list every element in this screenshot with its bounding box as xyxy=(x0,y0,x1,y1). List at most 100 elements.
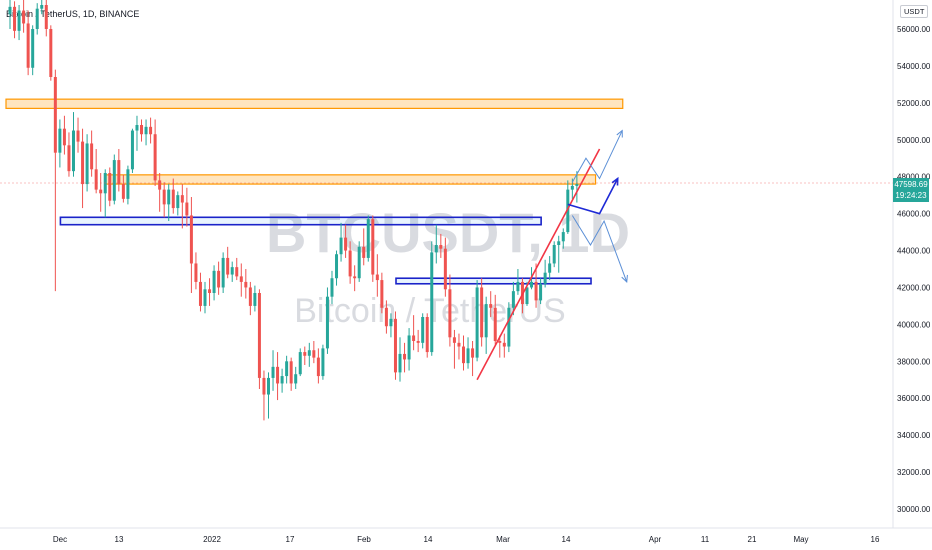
price-tick-label: 40000.00 xyxy=(897,320,931,329)
candle-body xyxy=(81,141,85,185)
candle-body xyxy=(31,29,35,68)
candle-body xyxy=(226,257,230,275)
support-zone-3[interactable] xyxy=(395,277,592,285)
candle-body xyxy=(366,219,370,258)
candle-body xyxy=(353,276,357,279)
price-tick-label: 44000.00 xyxy=(897,247,931,256)
support-zone-2[interactable] xyxy=(59,216,542,226)
price-tick-label: 52000.00 xyxy=(897,99,931,108)
candle-body xyxy=(371,219,375,275)
candle-body xyxy=(298,352,302,375)
candle-body xyxy=(484,304,488,338)
price-axis[interactable]: 30000.00 32000.00 34000.00 36000.00 38000.00… xyxy=(897,25,931,514)
candle-body xyxy=(176,195,180,209)
candle-body xyxy=(67,145,71,172)
candle-body xyxy=(421,317,425,343)
candle-body xyxy=(525,287,529,305)
candle-body xyxy=(203,289,207,306)
candle-body xyxy=(443,248,447,290)
time-tick-label: 21 xyxy=(748,535,757,544)
candle-body xyxy=(543,272,547,284)
candle-body xyxy=(71,130,75,172)
candle-body xyxy=(257,293,261,378)
candle-body xyxy=(40,5,44,9)
support-trendline[interactable] xyxy=(476,148,601,381)
projection-path-3[interactable] xyxy=(571,215,628,283)
candle-body xyxy=(117,160,121,185)
candle-body xyxy=(516,281,520,292)
time-tick-label: Mar xyxy=(496,535,510,544)
candle-body xyxy=(357,246,361,279)
candle-body xyxy=(185,202,189,216)
candle-body xyxy=(457,342,461,347)
candle-body xyxy=(448,289,452,338)
candle-body xyxy=(493,307,497,341)
candle-body xyxy=(112,160,116,201)
candle-body xyxy=(198,281,202,306)
candle-body xyxy=(35,8,39,30)
candle-body xyxy=(362,246,366,258)
candle-body xyxy=(303,352,307,356)
candle-body xyxy=(17,10,21,31)
candles-layer xyxy=(8,0,579,421)
candle-body xyxy=(312,350,316,358)
time-tick-label: 11 xyxy=(701,535,710,544)
bar-countdown: 19:24:23 xyxy=(895,191,927,200)
price-tick-label: 34000.00 xyxy=(897,431,931,440)
candle-body xyxy=(534,281,538,301)
resistance-zone-1[interactable] xyxy=(105,174,597,185)
candle-body xyxy=(90,143,94,170)
price-tick-label: 54000.00 xyxy=(897,62,931,71)
candle-body xyxy=(466,348,470,364)
last-price-value: 47598.69 xyxy=(894,180,928,189)
candle-body xyxy=(403,353,407,360)
candle-body xyxy=(344,237,348,251)
candle-body xyxy=(158,180,162,190)
candle-body xyxy=(425,317,429,353)
resistance-zone-0[interactable] xyxy=(5,98,624,109)
candle-body xyxy=(130,130,134,170)
candle-body xyxy=(471,348,475,358)
candle-body xyxy=(280,376,284,384)
candle-body xyxy=(235,267,239,277)
candle-body xyxy=(335,254,339,279)
candle-body xyxy=(511,291,515,308)
candle-body xyxy=(398,353,402,373)
price-tick-label: 42000.00 xyxy=(897,283,931,292)
candle-body xyxy=(8,6,12,15)
candle-body xyxy=(189,215,193,264)
candle-body xyxy=(430,252,434,353)
time-tick-label: 16 xyxy=(871,535,880,544)
time-tick-label: Dec xyxy=(53,535,67,544)
time-tick-label: 13 xyxy=(115,535,124,544)
candle-body xyxy=(253,293,257,306)
projection-arrowhead xyxy=(621,274,628,284)
candle-body xyxy=(217,270,221,288)
candle-body xyxy=(552,245,556,264)
candle-body xyxy=(412,335,416,341)
candle-body xyxy=(316,357,320,377)
candle-body xyxy=(480,287,484,338)
candle-body xyxy=(416,341,420,343)
projection-path-1[interactable] xyxy=(567,178,619,215)
candle-body xyxy=(384,307,388,327)
zones-layer xyxy=(5,98,624,285)
candle-body xyxy=(121,184,125,199)
candle-body xyxy=(325,296,329,349)
candle-body xyxy=(208,289,212,293)
candle-body xyxy=(530,281,534,288)
candle-body xyxy=(194,263,198,282)
time-axis[interactable]: Dec 13 2022 17 Feb 14 Mar 14 Apr 11 21 May 16 xyxy=(53,535,880,544)
projection-path-2[interactable] xyxy=(571,130,623,183)
price-tick-label: 48000.00 xyxy=(897,173,931,182)
candle-body xyxy=(289,361,293,384)
candle-body xyxy=(393,318,397,373)
candle-body xyxy=(375,274,379,281)
candle-body xyxy=(53,77,57,153)
candle-body xyxy=(539,283,543,301)
price-tick-label: 30000.00 xyxy=(897,505,931,514)
candle-body xyxy=(489,304,493,308)
currency-selector[interactable]: USDT xyxy=(900,5,929,18)
candle-body xyxy=(221,257,225,288)
